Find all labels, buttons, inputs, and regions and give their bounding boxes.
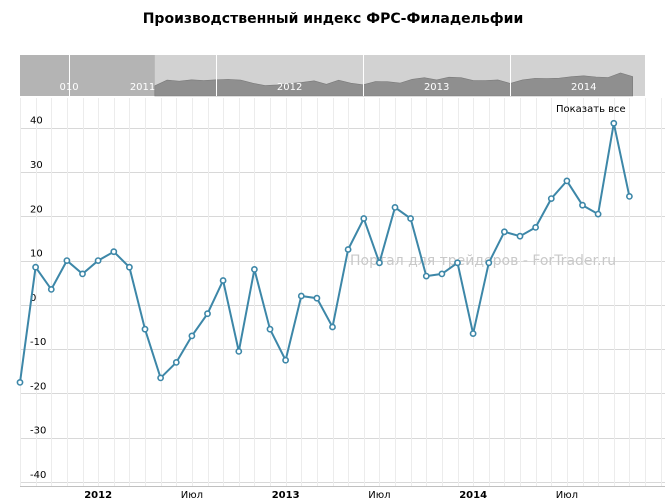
x-axis: 2012 Июл 2013 Июл 2014 Июл (84, 490, 578, 500)
data-point[interactable] (282, 356, 289, 364)
data-point[interactable] (454, 259, 461, 267)
data-point[interactable] (219, 277, 227, 284)
data-point[interactable] (516, 232, 524, 240)
data-point[interactable] (360, 215, 368, 222)
navigator[interactable]: 010 2011 2012 2013 2014 (20, 55, 645, 97)
data-point[interactable] (485, 259, 493, 267)
data-point[interactable] (188, 332, 196, 340)
data-point[interactable] (438, 270, 446, 278)
y-tick-label: -20 (30, 381, 46, 392)
y-tick-label: -30 (30, 426, 46, 437)
data-point[interactable] (141, 325, 149, 333)
x-tick-label: Июл (181, 490, 203, 500)
series-points[interactable] (16, 119, 633, 386)
data-point[interactable] (391, 203, 399, 211)
data-point[interactable] (266, 325, 274, 333)
data-point[interactable] (16, 378, 24, 386)
x-tick-label: 2013 (272, 490, 300, 500)
y-tick-label: 0 (30, 293, 36, 304)
data-point[interactable] (235, 347, 243, 355)
navigator-series-area (154, 72, 633, 97)
data-point[interactable] (422, 272, 430, 280)
chart-title: Производственный индекс ФРС-Филадельфии (142, 11, 524, 27)
navigator-label: 2012 (277, 82, 302, 93)
data-point[interactable] (94, 257, 102, 264)
data-point[interactable] (125, 263, 133, 271)
y-tick-label: 40 (30, 116, 43, 127)
data-point[interactable] (594, 210, 602, 218)
data-point[interactable] (297, 292, 305, 300)
data-point[interactable] (47, 285, 55, 293)
y-axis: 40 30 20 10 0 -10 -20 -30 -40 (30, 116, 46, 481)
data-point[interactable] (375, 259, 383, 267)
x-tick-label: 2014 (459, 490, 487, 500)
y-tick-label: 20 (30, 204, 43, 215)
data-point[interactable] (407, 215, 414, 222)
data-point[interactable] (313, 294, 321, 302)
y-tick-label: -10 (30, 337, 46, 348)
data-point[interactable] (610, 119, 618, 127)
data-point[interactable] (563, 177, 571, 185)
data-point[interactable] (250, 265, 258, 273)
navigator-label: 010 (59, 82, 78, 93)
x-tick-label: 2012 (84, 490, 112, 500)
data-point[interactable] (79, 270, 86, 278)
data-point[interactable] (172, 358, 180, 366)
data-point[interactable] (344, 246, 352, 253)
y-tick-label: 10 (30, 249, 43, 260)
y-tick-label: -40 (30, 470, 46, 481)
data-point[interactable] (579, 201, 586, 209)
reset-zoom-button[interactable]: Показать все (556, 104, 626, 115)
x-tick-label: Июл (368, 490, 390, 500)
series-line (19, 123, 631, 383)
data-point[interactable] (469, 330, 477, 337)
data-point[interactable] (500, 228, 508, 236)
navigator-label: 2014 (571, 82, 596, 93)
data-point[interactable] (157, 374, 164, 382)
watermark-text: Портал для трейдеров - ForTrader.ru (350, 253, 616, 269)
data-point[interactable] (626, 192, 633, 200)
navigator-label: 2013 (424, 82, 449, 93)
data-point[interactable] (532, 223, 539, 231)
data-point[interactable] (32, 263, 39, 271)
navigator-mask[interactable] (20, 55, 155, 96)
data-point[interactable] (63, 257, 71, 264)
data-point[interactable] (329, 323, 336, 331)
x-tick-label: Июл (556, 490, 578, 500)
data-point[interactable] (547, 195, 555, 202)
navigator-label: 2011 (130, 82, 155, 93)
data-point[interactable] (110, 248, 118, 256)
data-point[interactable] (204, 310, 211, 318)
plot-grid (20, 98, 665, 487)
y-tick-label: 30 (30, 160, 43, 171)
